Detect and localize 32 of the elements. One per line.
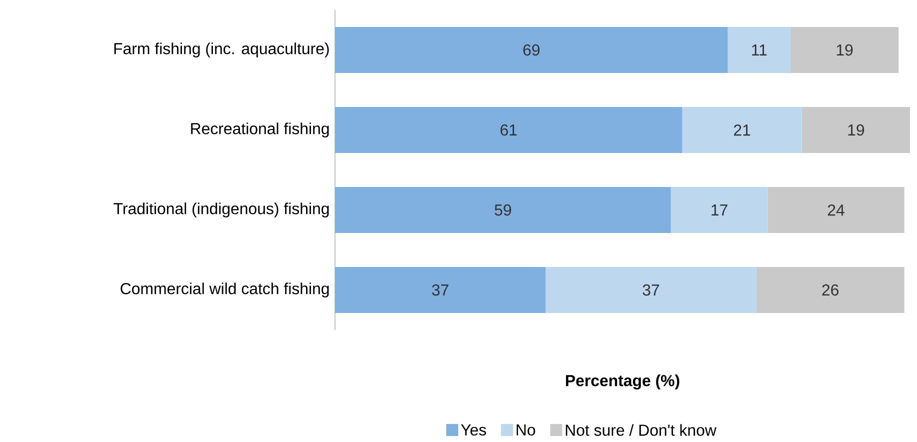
bar [802,107,910,153]
y-tick-label: Recreational fishing [191,122,329,138]
legend-label: Yes [460,424,486,436]
bar [670,187,768,234]
data-label: 19 [848,124,864,136]
bar [335,187,671,234]
data-label: 21 [734,124,750,136]
data-label: 24 [828,204,844,216]
data-label: 37 [432,284,448,296]
y-tick-label: Farm fishing (inc. aquaculture) [114,42,329,58]
data-label: 61 [500,124,517,136]
bar [335,27,728,73]
bar [728,27,790,73]
bar [756,267,904,314]
bar [335,107,682,153]
legend-label: Not sure / Don't know [566,424,716,436]
y-tick-label: Traditional (indigenous) fishing [114,202,329,218]
legend-label: No [516,424,536,436]
data-label: 69 [523,44,540,56]
data-label: 19 [836,44,853,56]
data-label: 26 [822,284,838,296]
data-label: 11 [752,44,767,56]
x-axis-title: Percentage (%) [566,374,680,390]
bar [546,267,756,314]
bar [682,107,802,153]
data-label: 59 [494,204,512,216]
data-label: 37 [642,284,660,296]
y-tick-label: Commercial wild catch fishing [120,282,329,298]
bar [790,27,899,73]
data-label: 17 [712,204,728,216]
bar [768,187,904,234]
bar [335,267,546,314]
